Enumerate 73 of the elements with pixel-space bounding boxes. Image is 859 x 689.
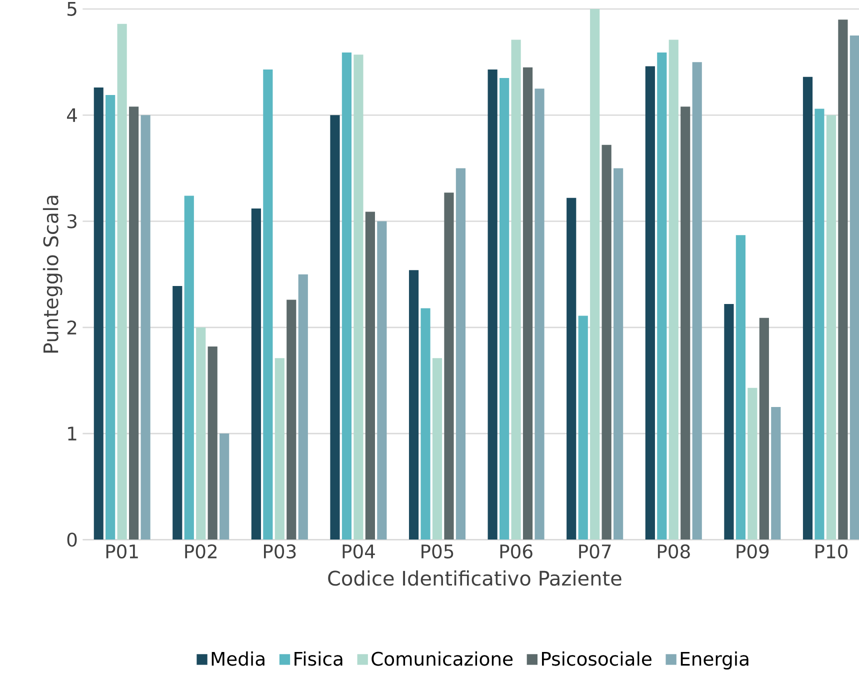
bar [668,40,678,540]
bar [680,106,690,540]
bar [251,208,261,540]
bar [420,308,430,540]
x-tick-label: P01 [106,544,138,559]
y-tick-label: 1 [68,426,76,440]
bar [274,358,284,540]
x-tick-label: P10 [816,544,848,559]
bar [94,88,104,540]
bar [614,168,624,540]
bar [500,78,510,540]
bar [432,358,442,540]
bar [444,192,454,540]
x-tick-label: P09 [736,544,769,559]
bar [736,235,746,540]
legend-label: Psicosociale [542,651,652,666]
bar [590,9,600,540]
bar [129,106,139,540]
bar [724,304,734,540]
bar [850,36,859,540]
legend-label: Energia [680,651,748,670]
bar [342,52,352,540]
bar [172,286,182,540]
bar [208,346,218,540]
bar [522,67,533,540]
bar [377,221,387,540]
bar [566,198,576,540]
bar [534,88,544,540]
x-axis-title: Codice Identificativo Paziente [328,570,622,586]
bar [838,20,848,540]
bar [802,76,813,540]
x-tick-label: P05 [422,544,454,559]
bar [263,69,273,540]
bar [814,108,824,540]
bar [220,434,230,540]
bar [692,62,702,540]
bar [488,69,498,540]
bar [578,316,588,540]
bar [106,94,116,540]
y-tick-label: 2 [67,320,76,334]
bar [140,115,150,540]
legend-label: Fisica [294,651,342,666]
bar [511,40,521,540]
x-tick-label: P02 [185,544,217,559]
bar [826,115,836,540]
bar [117,24,127,540]
y-tick-label: 5 [68,2,76,16]
bar [196,327,206,540]
bar [602,144,612,540]
y-tick-label: 0 [67,532,77,547]
bar [408,270,419,540]
bar [645,66,655,540]
bar [657,52,667,540]
y-axis-title: Punteggio Scala [42,196,62,353]
bar [456,168,466,540]
x-tick-label: P03 [264,544,296,559]
y-tick-label: 4 [67,108,77,122]
bar [286,300,296,540]
x-tick-label: P04 [342,544,375,559]
legend-label: Comunicazione [372,651,513,666]
legend-label: Media [212,651,264,666]
bar [365,212,375,540]
x-tick-label: P08 [658,544,690,559]
bar [298,274,308,540]
bar [184,196,194,540]
bar [759,318,769,540]
x-tick-label: P07 [579,544,611,559]
x-tick-label: P06 [500,544,532,559]
bar [748,388,758,540]
y-tick-label: 3 [68,214,76,228]
bar [771,407,781,540]
bar [330,115,340,540]
bar [354,54,364,540]
